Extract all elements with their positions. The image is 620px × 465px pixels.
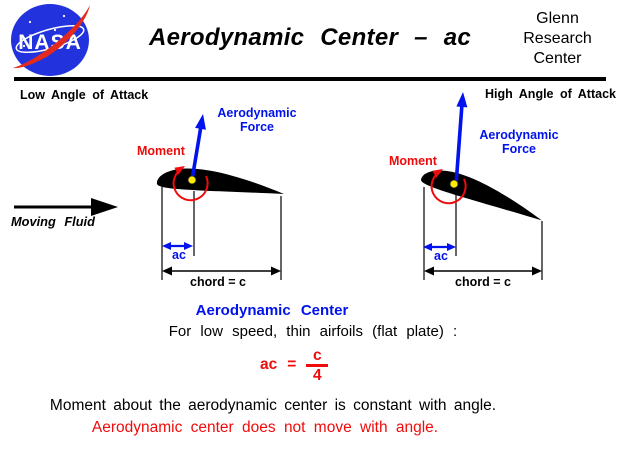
ac-dimension-arrows [162, 242, 456, 251]
formula-lhs: ac [260, 356, 278, 374]
org-name: Glenn Research Center [500, 9, 615, 69]
force-arrow-right [454, 92, 468, 186]
force-arrow-left [190, 114, 206, 181]
ac-formula: ac = c 4 [260, 347, 329, 384]
force-label-right: Aerodynamic Force [473, 128, 565, 156]
formula-numerator: c [313, 347, 322, 364]
moment-arrow-left [172, 166, 209, 202]
page-title: Aerodynamic Center – ac [148, 24, 472, 51]
formula-fraction: c 4 [306, 347, 329, 384]
force-label-right-line2: Force [501, 141, 537, 156]
airfoil-low-aoa [156, 168, 284, 194]
nasa-logo-icon: NASA [11, 4, 90, 76]
moving-fluid-label: Moving Fluid [11, 214, 95, 229]
org-line2: Research [523, 30, 592, 47]
moment-label-right: Moment [389, 154, 437, 168]
force-label-left: Aerodynamic Force [211, 106, 303, 134]
org-line1: Glenn [536, 10, 579, 27]
footer-moment-statement: Moment about the aerodynamic center is c… [49, 397, 497, 414]
fraction-bar [306, 364, 329, 367]
force-label-left-line1: Aerodynamic [217, 106, 297, 120]
ac-label-left: ac [172, 248, 186, 262]
ac-point-right [449, 179, 459, 189]
footer-heading: Aerodynamic Center [195, 302, 349, 319]
chord-dimension-arrows [162, 266, 542, 276]
moving-fluid-arrow [14, 198, 118, 216]
force-label-left-line2: Force [239, 119, 275, 134]
formula-denominator: 4 [313, 366, 322, 384]
ac-point-left [187, 175, 197, 185]
moment-label-left: Moment [137, 144, 185, 158]
org-line3: Center [533, 50, 582, 67]
formula-equals: = [287, 356, 297, 374]
ac-label-right: ac [434, 249, 448, 263]
chord-label-right: chord = c [455, 275, 511, 289]
caption-high-angle: High Angle of Attack [485, 87, 616, 101]
chord-label-left: chord = c [190, 275, 246, 289]
reference-lines [161, 187, 543, 280]
footer-condition-line: For low speed, thin airfoils (flat plate… [168, 323, 458, 340]
header-divider [14, 77, 606, 81]
footer-ac-statement: Aerodynamic center does not move with an… [91, 419, 439, 436]
caption-low-angle: Low Angle of Attack [20, 88, 149, 102]
moment-arrow-right [430, 169, 467, 205]
force-label-right-line1: Aerodynamic [479, 128, 559, 142]
